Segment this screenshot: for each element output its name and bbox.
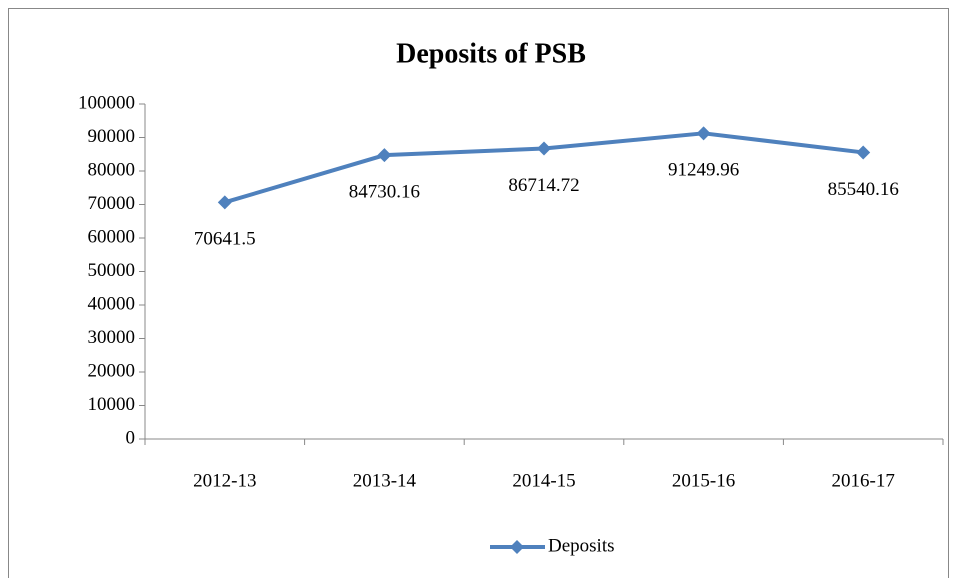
x-tick-label: 2016-17 xyxy=(832,470,895,491)
data-label: 70641.5 xyxy=(194,229,256,250)
point-marker xyxy=(537,141,551,156)
y-tick-label: 60000 xyxy=(88,226,136,247)
y-tick-label: 30000 xyxy=(88,327,136,348)
data-label: 86714.72 xyxy=(508,175,579,196)
y-tick-label: 50000 xyxy=(88,260,136,281)
data-label: 85540.16 xyxy=(828,179,899,200)
y-tick-label: 80000 xyxy=(88,159,136,180)
data-label: 91249.96 xyxy=(668,160,739,181)
y-tick-label: 100000 xyxy=(78,92,135,113)
chart-title: Deposits of PSB xyxy=(396,38,586,69)
y-tick-label: 40000 xyxy=(88,293,136,314)
x-tick-label: 2015-16 xyxy=(672,470,735,491)
data-label: 84730.16 xyxy=(349,182,420,203)
y-tick-label: 20000 xyxy=(88,360,136,381)
y-tick-label: 0 xyxy=(126,427,136,448)
y-tick-label: 70000 xyxy=(88,193,136,214)
chart-frame xyxy=(8,8,949,578)
point-marker xyxy=(696,126,711,141)
legend-marker xyxy=(510,540,524,554)
y-tick-label: 90000 xyxy=(88,126,136,147)
x-tick-label: 2014-15 xyxy=(512,470,575,491)
point-marker xyxy=(217,195,232,210)
y-tick-label: 10000 xyxy=(88,394,136,415)
point-marker xyxy=(377,148,392,163)
legend-label: Deposits xyxy=(548,535,615,556)
x-tick-label: 2012-13 xyxy=(193,470,256,491)
point-marker xyxy=(856,145,871,160)
x-tick-label: 2013-14 xyxy=(353,470,417,491)
